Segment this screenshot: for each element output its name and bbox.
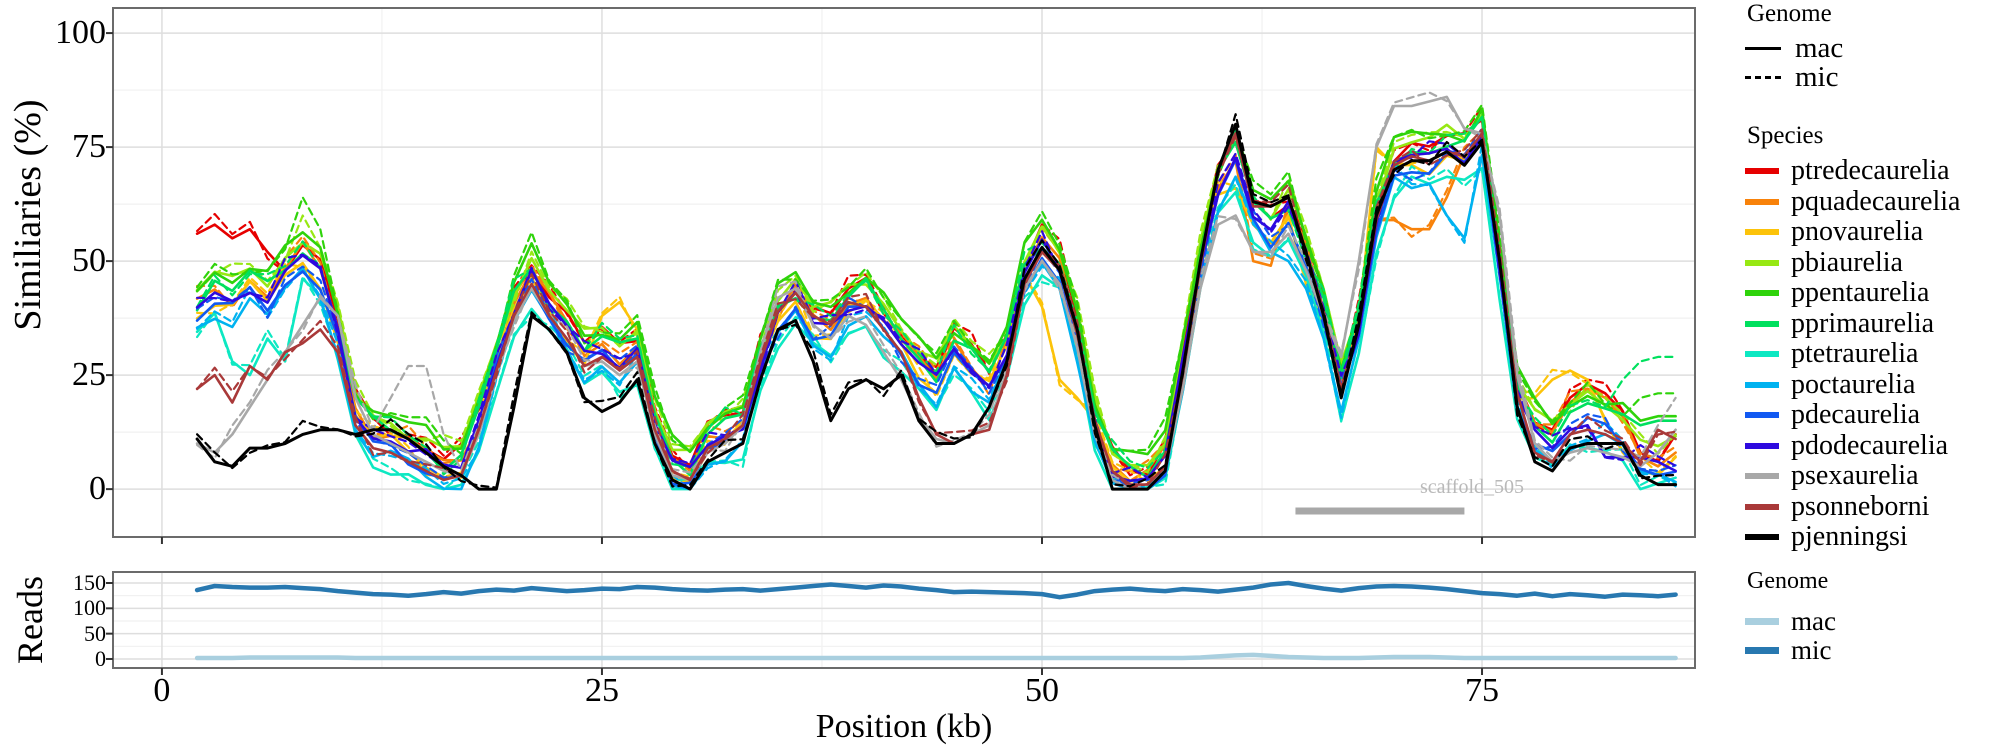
reads-line-mac: [194, 652, 1678, 661]
legend-species-pdodecaurelia: pdodecaurelia: [1745, 429, 2000, 462]
line-ptredecaurelia-mic: [196, 105, 1677, 477]
line-pprimaurelia-mic: [196, 117, 1677, 476]
similarity-y-tick-label: 0: [89, 470, 106, 508]
legend-genome-mac-label: mac: [1795, 32, 1844, 64]
legend-species-pdodecaurelia-key-icon: [1745, 442, 1779, 449]
legend-species-pjenningsi: pjenningsi: [1745, 521, 2000, 553]
legend-genome-mic: mic: [1745, 61, 2000, 93]
legend-genome-mic-label: mic: [1795, 61, 1839, 93]
legend-species-ptetraurelia-key-icon: [1745, 351, 1779, 358]
legend-species-poctaurelia: poctaurelia: [1745, 368, 2000, 401]
legend-species-poctaurelia-key-icon: [1745, 381, 1779, 388]
line-psexaurelia-mac: [195, 95, 1677, 491]
legend-species-pprimaurelia-key-icon: [1745, 320, 1779, 327]
x-tick-label: 75: [1465, 672, 1500, 709]
line-ppentaurelia-mic: [196, 103, 1677, 455]
legend-species-ptredecaurelia-key-icon: [1745, 168, 1779, 175]
legend-species-pquadecaurelia-key-icon: [1745, 198, 1779, 205]
line-psexaurelia-mic: [196, 91, 1677, 491]
scaffold-bar: [1295, 507, 1465, 515]
similarity-panel-border: [112, 7, 1696, 538]
legend-species-pprimaurelia: pprimaurelia: [1745, 307, 2000, 340]
legend-reads-genome-mac-label: mac: [1791, 606, 1836, 636]
similarity-y-tick-label: 100: [55, 14, 106, 52]
legend-species-psonneborni-label: psonneborni: [1791, 490, 1930, 522]
legend-species-psexaurelia-key-icon: [1745, 473, 1779, 480]
x-tick-label: 0: [153, 672, 171, 709]
reads-line-mic: [194, 580, 1678, 600]
legend-genome-bottom: Genome mac mic: [1745, 568, 2000, 665]
legend-species-pnovaurelia-label: pnovaurelia: [1791, 216, 1924, 248]
legend-species-psexaurelia: psexaurelia: [1745, 460, 2000, 492]
legend-species-ppentaurelia: ppentaurelia: [1745, 277, 2000, 309]
x-tick-label: 25: [584, 672, 619, 709]
line-poctaurelia-mic: [196, 143, 1677, 491]
similarity-axis-title: Similiaries (%): [7, 99, 49, 331]
reads-y-tick-label: 150: [73, 569, 106, 595]
reads-y-tick-label: 0: [95, 645, 106, 671]
reads-axis-title: Reads: [10, 576, 50, 664]
line-pdecaurelia-mac: [195, 138, 1677, 491]
legend-species-pbiaurelia: pbiaurelia: [1745, 246, 2000, 279]
reads-y-tick-label: 100: [73, 595, 106, 621]
legend-reads-genome-mic-key-icon: [1745, 647, 1779, 654]
position-axis-title: Position (kb): [815, 708, 993, 745]
legend-species-pdodecaurelia-label: pdodecaurelia: [1791, 429, 1949, 461]
legend-species-pbiaurelia-label: pbiaurelia: [1791, 246, 1903, 278]
legend-species-pquadecaurelia-label: pquadecaurelia: [1791, 185, 1961, 217]
legend-species-pjenningsi-label: pjenningsi: [1791, 521, 1908, 553]
line-pdodecaurelia-mac: [195, 134, 1677, 483]
legend-species-title: Species: [1747, 122, 1824, 149]
legend-species-ppentaurelia-label: ppentaurelia: [1791, 277, 1930, 309]
similarity-y-tick-label: 50: [72, 242, 106, 280]
legend-species-poctaurelia-label: poctaurelia: [1791, 368, 1916, 400]
legend-genome-mac-key-icon: [1745, 47, 1781, 50]
legend-species-ptredecaurelia-label: ptredecaurelia: [1791, 155, 1950, 187]
line-pbiaurelia-mic: [196, 114, 1677, 474]
line-pquadecaurelia-mac: [195, 137, 1677, 483]
legend-genome-bottom-title: Genome: [1747, 568, 1829, 594]
legend-species-pbiaurelia-key-icon: [1745, 259, 1779, 266]
legend-reads-genome-mic: mic: [1745, 635, 2000, 665]
legend-species-ptetraurelia: ptetraurelia: [1745, 338, 2000, 370]
line-ppentaurelia-mac: [195, 108, 1677, 456]
line-pjenningsi-mac: [195, 122, 1678, 491]
similarity-y-tick-label: 75: [72, 128, 106, 166]
legend-reads-genome-mac-key-icon: [1745, 618, 1779, 625]
legend-species: Species ptredecaurelia pquadecaurelia pnov…: [1745, 122, 2000, 553]
legend-species-ptredecaurelia: ptredecaurelia: [1745, 155, 2000, 187]
legend-genome-top: Genome mac mic: [1745, 0, 2000, 93]
legend-species-pnovaurelia-key-icon: [1745, 229, 1779, 236]
line-pnovaurelia-mac: [195, 133, 1677, 484]
legend-genome-top-title: Genome: [1747, 0, 1832, 27]
similarity-y-tick-label: 25: [72, 356, 106, 394]
legend-species-pnovaurelia: pnovaurelia: [1745, 216, 2000, 248]
legend-species-psonneborni: psonneborni: [1745, 490, 2000, 523]
legend-species-pdecaurelia-label: pdecaurelia: [1791, 399, 1921, 431]
legend-species-pjenningsi-key-icon: [1745, 534, 1779, 541]
legend-species-pdecaurelia: pdecaurelia: [1745, 399, 2000, 431]
line-poctaurelia-mac: [195, 153, 1677, 491]
x-tick-label: 50: [1024, 672, 1059, 709]
line-pdodecaurelia-mic: [196, 137, 1677, 479]
legend-species-ppentaurelia-key-icon: [1745, 290, 1779, 297]
reads-panel-border: [112, 571, 1696, 669]
line-pbiaurelia-mac: [195, 113, 1677, 467]
legend-species-pprimaurelia-label: pprimaurelia: [1791, 307, 1935, 339]
legend-reads-genome-mac: mac: [1745, 606, 2000, 636]
scaffold-annotation-label: scaffold_505: [1419, 476, 1525, 498]
legend-species-ptetraurelia-label: ptetraurelia: [1791, 338, 1919, 370]
legend-reads-genome-mic-label: mic: [1791, 635, 1832, 665]
legend-genome-mac: mac: [1745, 32, 2000, 64]
legend-species-pdecaurelia-key-icon: [1745, 412, 1779, 419]
legend-species-psonneborni-key-icon: [1745, 503, 1779, 510]
legend-species-pquadecaurelia: pquadecaurelia: [1745, 185, 2000, 218]
legend-species-psexaurelia-label: psexaurelia: [1791, 460, 1919, 492]
line-pnovaurelia-mic: [196, 137, 1677, 484]
legend-genome-mic-key-icon: [1745, 76, 1781, 79]
reads-y-tick-label: 50: [84, 620, 106, 646]
